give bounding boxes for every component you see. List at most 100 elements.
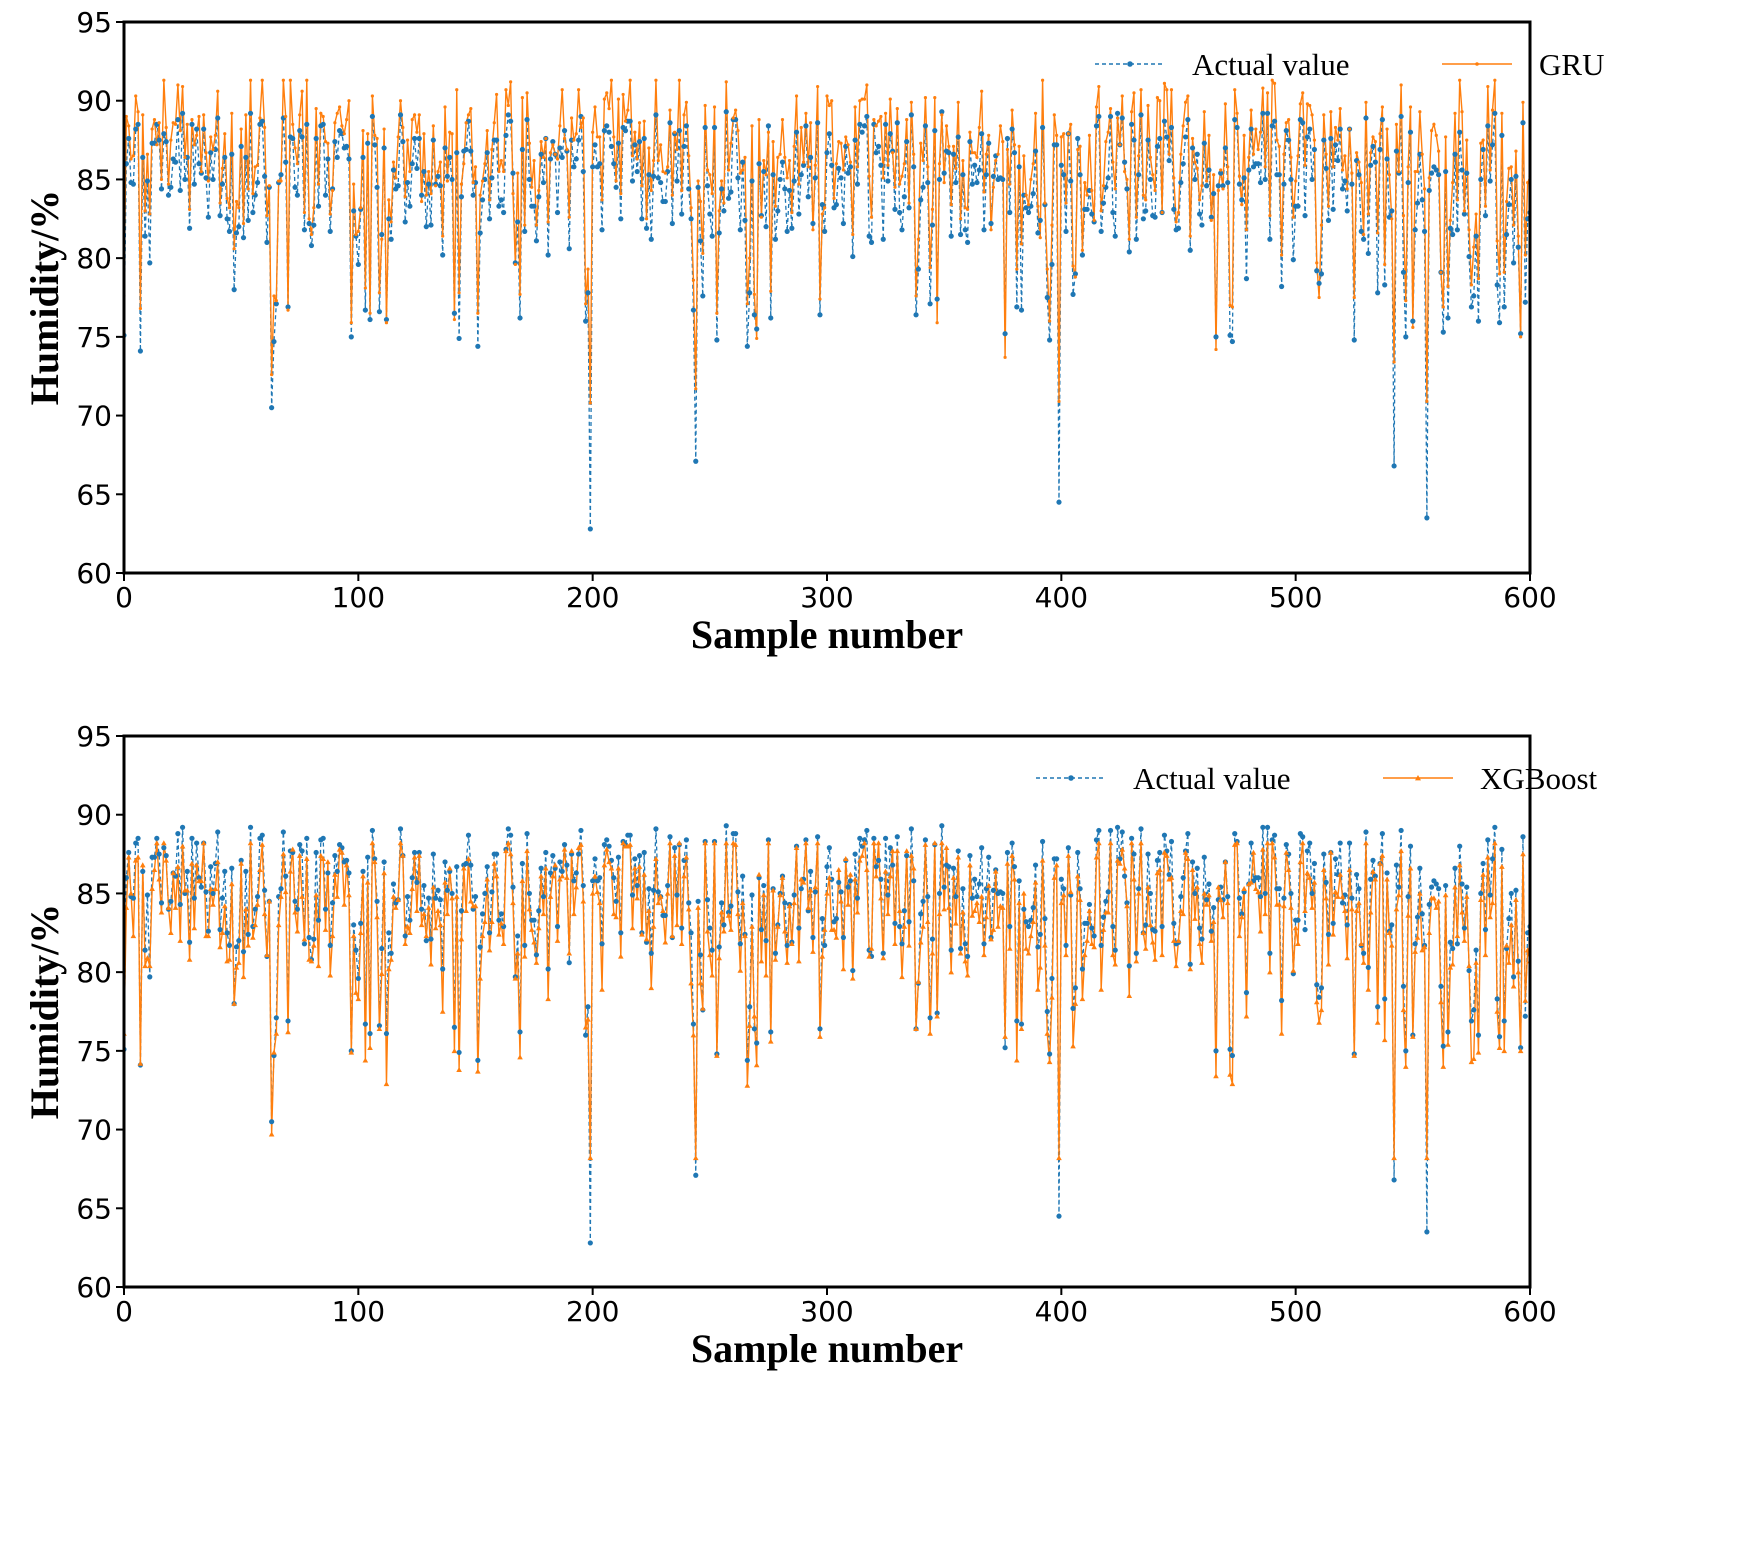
point-predicted xyxy=(422,132,426,136)
point-predicted xyxy=(414,907,420,913)
point-actual xyxy=(1023,919,1029,925)
point-predicted xyxy=(1017,144,1021,148)
point-predicted xyxy=(1153,188,1157,193)
point-predicted xyxy=(489,918,495,925)
point-actual xyxy=(1457,129,1463,135)
point-actual xyxy=(327,228,333,234)
point-actual xyxy=(1508,890,1514,897)
point-predicted xyxy=(490,147,494,152)
point-actual xyxy=(423,938,429,944)
point-predicted xyxy=(705,168,710,172)
point-actual xyxy=(915,266,921,272)
point-actual xyxy=(981,227,987,233)
point-predicted xyxy=(1178,907,1184,913)
point-predicted xyxy=(346,892,352,898)
point-predicted xyxy=(159,177,164,182)
point-predicted xyxy=(712,105,717,109)
point-actual xyxy=(437,183,443,189)
point-actual xyxy=(1218,170,1224,176)
point-predicted xyxy=(534,223,539,227)
point-actual xyxy=(1511,974,1517,980)
point-predicted xyxy=(1175,937,1182,943)
point-predicted xyxy=(407,929,413,936)
point-predicted xyxy=(767,1038,774,1044)
point-actual xyxy=(554,923,561,930)
point-actual xyxy=(196,875,202,881)
point-actual xyxy=(554,209,561,216)
point-actual xyxy=(1318,985,1325,991)
point-predicted xyxy=(1134,215,1138,219)
point-predicted xyxy=(326,141,330,145)
point-actual xyxy=(585,290,591,296)
point-actual xyxy=(1061,172,1067,178)
point-predicted xyxy=(903,848,910,854)
point-predicted xyxy=(484,876,491,882)
point-predicted xyxy=(232,247,236,251)
point-actual xyxy=(533,952,540,958)
point-predicted xyxy=(219,929,226,936)
point-predicted xyxy=(1376,231,1380,235)
point-predicted xyxy=(943,844,950,851)
point-actual xyxy=(796,211,802,217)
point-predicted xyxy=(274,299,278,303)
point-predicted xyxy=(518,292,522,296)
point-predicted xyxy=(608,865,615,871)
point-predicted xyxy=(560,88,564,92)
point-actual xyxy=(175,831,181,837)
point-actual xyxy=(1372,873,1378,879)
point-predicted xyxy=(1155,95,1160,100)
point-predicted xyxy=(907,201,911,205)
point-predicted xyxy=(612,135,616,139)
point-actual xyxy=(695,898,701,904)
point-predicted xyxy=(393,904,399,910)
point-predicted xyxy=(430,884,437,890)
point-actual xyxy=(1482,927,1489,933)
point-predicted xyxy=(1057,399,1061,403)
point-predicted xyxy=(330,188,335,193)
point-predicted xyxy=(248,78,253,82)
point-actual xyxy=(1107,827,1114,834)
point-predicted xyxy=(451,1048,458,1054)
point-predicted xyxy=(1257,928,1264,934)
point-predicted xyxy=(141,113,145,117)
point-predicted xyxy=(1434,133,1438,137)
point-actual xyxy=(1464,170,1470,176)
point-predicted xyxy=(892,941,898,947)
point-actual xyxy=(599,227,605,233)
point-predicted xyxy=(719,179,724,183)
point-predicted xyxy=(1022,154,1026,158)
point-actual xyxy=(990,887,996,893)
point-predicted xyxy=(1429,129,1434,133)
point-actual xyxy=(1211,191,1217,197)
point-actual xyxy=(653,826,659,832)
point-actual xyxy=(941,884,947,890)
point-predicted xyxy=(1318,1007,1325,1013)
point-predicted xyxy=(1053,862,1060,868)
point-actual xyxy=(1443,168,1449,175)
point-predicted xyxy=(1058,900,1065,906)
point-actual xyxy=(723,109,729,115)
point-predicted xyxy=(1302,907,1308,913)
point-predicted xyxy=(173,122,178,126)
point-actual xyxy=(950,865,957,871)
point-actual xyxy=(608,143,615,149)
point-actual xyxy=(1489,142,1496,148)
point-actual xyxy=(1283,842,1289,848)
point-actual xyxy=(784,228,790,234)
y-tick-label: 60 xyxy=(76,557,112,590)
point-predicted xyxy=(217,944,223,950)
point-predicted xyxy=(1043,201,1047,205)
point-predicted xyxy=(1240,203,1244,207)
point-predicted xyxy=(541,155,546,159)
point-predicted xyxy=(444,911,451,917)
point-predicted xyxy=(520,95,524,100)
point-predicted xyxy=(1439,270,1443,274)
point-predicted xyxy=(1363,840,1369,846)
point-predicted xyxy=(737,967,744,973)
point-predicted xyxy=(247,840,254,846)
point-actual xyxy=(864,827,870,834)
point-actual xyxy=(472,179,479,186)
point-predicted xyxy=(1256,147,1260,152)
point-actual xyxy=(1391,463,1397,469)
point-actual xyxy=(519,146,525,153)
